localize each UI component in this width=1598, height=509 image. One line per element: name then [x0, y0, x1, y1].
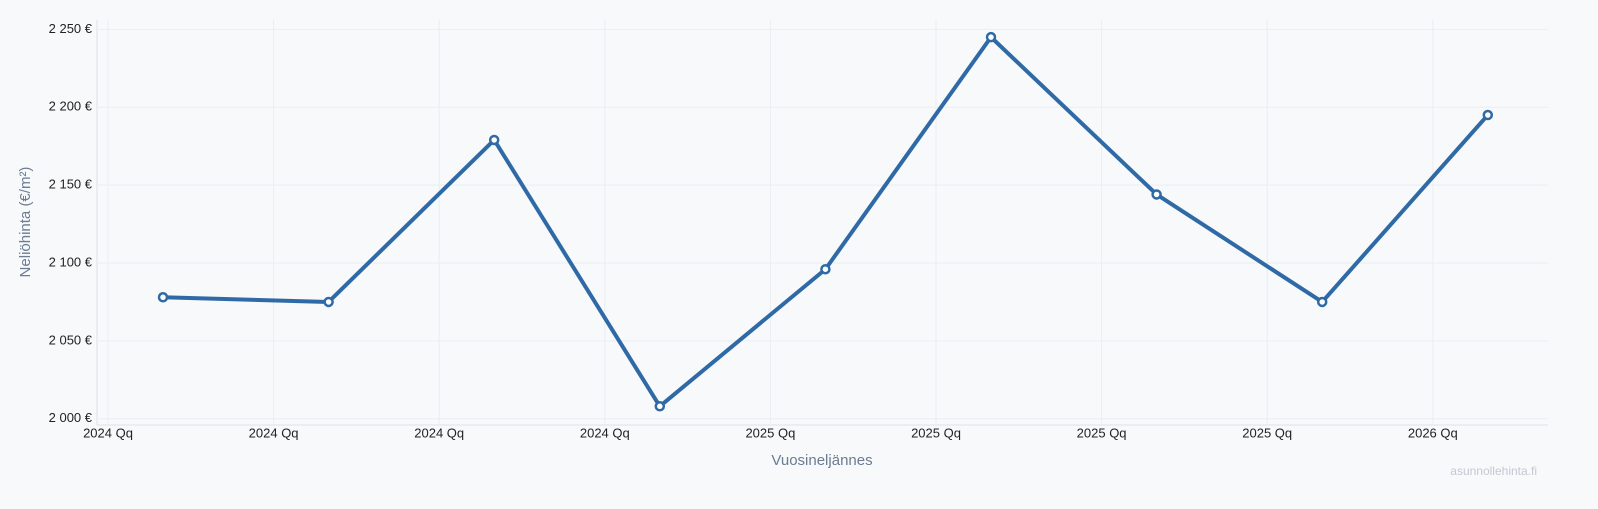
x-tick-label: 2024 Qq — [414, 425, 464, 440]
x-tick-label: 2025 Qq — [745, 425, 795, 440]
x-tick-label: 2024 Qq — [83, 425, 133, 440]
point — [654, 401, 666, 412]
point — [1151, 189, 1162, 200]
y-tick-label: 2 150 € — [49, 177, 93, 192]
point — [488, 134, 500, 146]
x-tick-label: 2025 Qq — [911, 425, 961, 440]
x-tick-label: 2025 Qq — [1077, 425, 1127, 440]
y-tick-label: 2 200 € — [49, 99, 93, 114]
y-tick-label: 2 000 € — [49, 410, 93, 425]
point — [323, 296, 334, 308]
point — [1316, 296, 1328, 308]
point — [985, 31, 997, 43]
point — [820, 263, 831, 275]
y-axis-title: Neliöhinta (€/m²) — [17, 167, 34, 278]
y-tick-label: 2 100 € — [49, 254, 93, 269]
y-tick-label: 2 050 € — [49, 332, 93, 347]
point — [157, 292, 169, 303]
point — [1482, 109, 1494, 121]
x-tick-label: 2026 Qq — [1408, 425, 1458, 440]
x-axis-title: Vuosineljännes — [771, 452, 872, 469]
y-tick-label: 2 250 € — [49, 21, 93, 36]
watermark: asunnollehinta.fi — [1450, 464, 1537, 478]
x-tick-label: 2025 Qq — [1242, 425, 1292, 440]
x-tick-label: 2024 Qq — [249, 425, 299, 440]
x-tick-label: 2024 Qq — [580, 425, 630, 440]
